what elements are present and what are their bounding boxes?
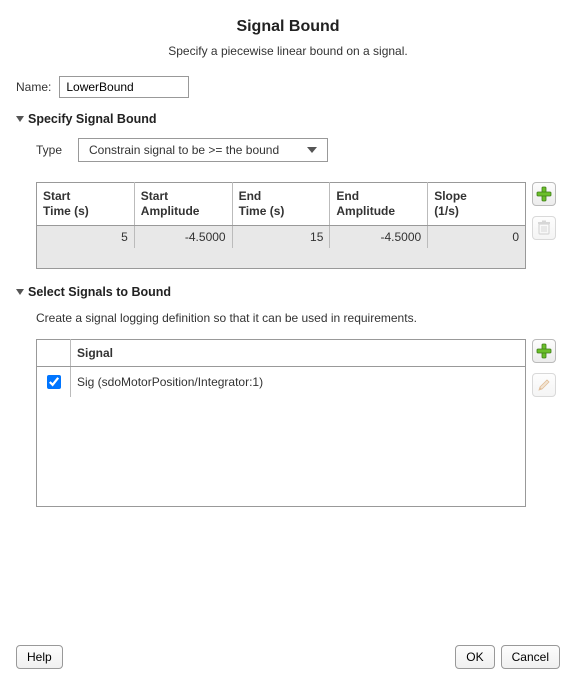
col-slope: Slope(1/s)	[428, 183, 526, 226]
select-section-title: Select Signals to Bound	[28, 285, 171, 299]
table-empty-area	[37, 248, 526, 268]
add-signal-button[interactable]	[532, 339, 556, 363]
chevron-down-icon	[16, 289, 24, 295]
signal-table[interactable]: Signal Sig (sdoMotorPosition/Integrator:…	[36, 339, 526, 508]
plus-icon	[536, 343, 552, 359]
select-section-header[interactable]: Select Signals to Bound	[16, 285, 560, 299]
table-empty-area	[37, 397, 526, 507]
type-dropdown[interactable]: Constrain signal to be >= the bound	[78, 138, 328, 162]
name-input[interactable]	[59, 76, 189, 98]
cell-slope[interactable]: 0	[428, 226, 526, 249]
type-dropdown-value: Constrain signal to be >= the bound	[89, 143, 279, 157]
cell-start-time[interactable]: 5	[37, 226, 135, 249]
table-row[interactable]: 5 -4.5000 15 -4.5000 0	[37, 226, 526, 249]
delete-row-button[interactable]	[532, 216, 556, 240]
col-start-amplitude: StartAmplitude	[134, 183, 232, 226]
col-end-amplitude: EndAmplitude	[330, 183, 428, 226]
specify-section-title: Specify Signal Bound	[28, 112, 157, 126]
table-row[interactable]: Sig (sdoMotorPosition/Integrator:1)	[37, 366, 526, 397]
plus-icon	[536, 186, 552, 202]
pencil-icon	[537, 378, 551, 392]
col-start-time: StartTime (s)	[37, 183, 135, 226]
select-helper-text: Create a signal logging definition so th…	[36, 311, 560, 325]
signal-name-cell[interactable]: Sig (sdoMotorPosition/Integrator:1)	[71, 366, 526, 397]
help-button[interactable]: Help	[16, 645, 63, 669]
cancel-button[interactable]: Cancel	[501, 645, 560, 669]
ok-button[interactable]: OK	[455, 645, 494, 669]
chevron-down-icon	[16, 116, 24, 122]
cell-start-amplitude[interactable]: -4.5000	[134, 226, 232, 249]
dialog-title: Signal Bound	[16, 18, 560, 36]
cell-end-time[interactable]: 15	[232, 226, 330, 249]
add-row-button[interactable]	[532, 182, 556, 206]
col-check	[37, 339, 71, 366]
chevron-down-icon	[307, 147, 317, 153]
col-end-time: EndTime (s)	[232, 183, 330, 226]
bound-table[interactable]: StartTime (s) StartAmplitude EndTime (s)…	[36, 182, 526, 269]
trash-icon	[537, 220, 551, 236]
col-signal: Signal	[71, 339, 526, 366]
specify-section-header[interactable]: Specify Signal Bound	[16, 112, 560, 126]
dialog-subtitle: Specify a piecewise linear bound on a si…	[16, 44, 560, 58]
signal-checkbox[interactable]	[47, 375, 61, 389]
cell-end-amplitude[interactable]: -4.5000	[330, 226, 428, 249]
name-label: Name:	[16, 80, 51, 94]
edit-signal-button[interactable]	[532, 373, 556, 397]
type-label: Type	[36, 143, 62, 157]
